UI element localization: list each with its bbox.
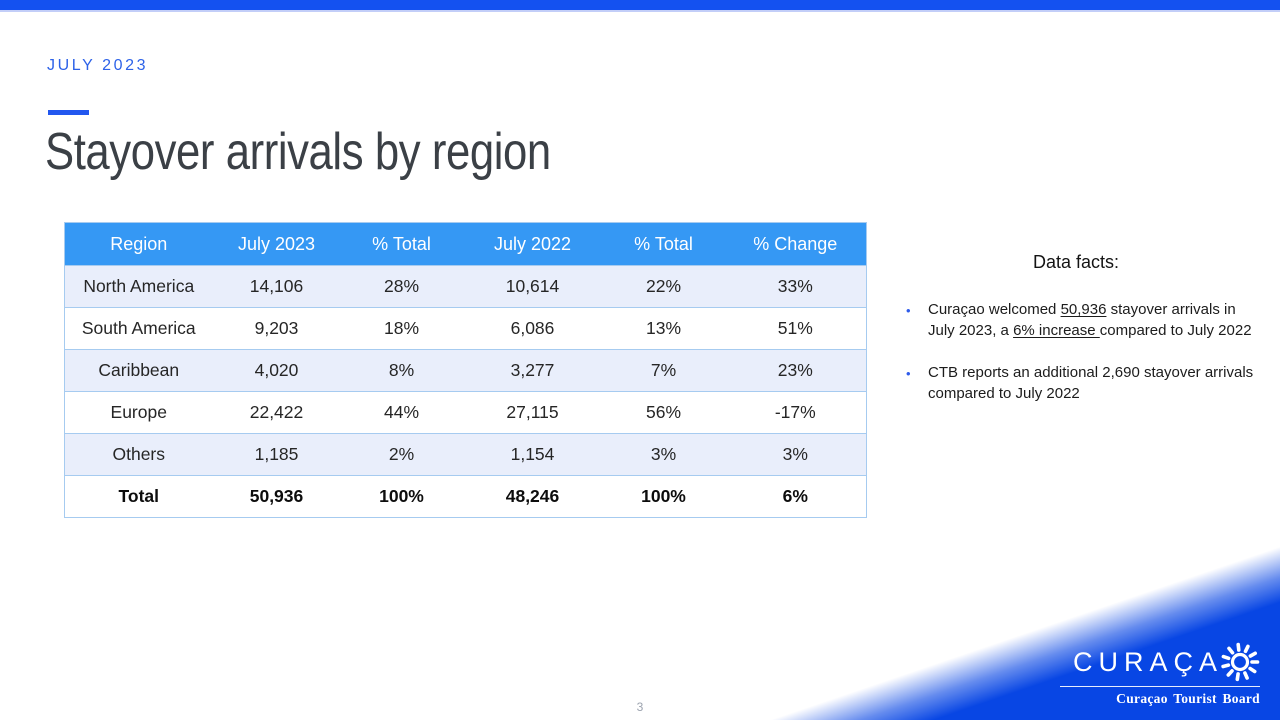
table-cell: 51% — [724, 307, 867, 350]
table-cell: -17% — [724, 391, 867, 434]
table-cell: North America — [64, 265, 213, 308]
table-row-caribbean: Caribbean 4,020 8% 3,277 7% 23% — [64, 349, 867, 392]
table-cell: 3% — [602, 433, 725, 476]
fact-text: CTB reports an additional 2,690 stayover… — [928, 364, 1254, 403]
curacao-tourist-board-logo: CURAÇA Curaçao Tourist B — [1060, 642, 1260, 707]
fact-underlined-value: 50,936 — [1060, 301, 1107, 318]
table-cell: 1,154 — [462, 433, 603, 476]
table-cell: 100% — [340, 475, 463, 518]
table-cell: 13% — [602, 307, 725, 350]
sun-icon — [1221, 642, 1260, 682]
column-header-region: Region — [64, 222, 213, 266]
table-cell: 4,020 — [212, 349, 341, 392]
fact-bullet-1: • Curaçao welcomed 50,936 stayover arriv… — [890, 300, 1262, 341]
top-accent-bar — [0, 0, 1280, 10]
bullet-dot-icon: • — [906, 303, 911, 318]
logo-wordmark: CURAÇA — [1060, 642, 1260, 682]
logo-divider — [1060, 686, 1260, 687]
table-cell: 7% — [602, 349, 725, 392]
logo-subtext: Curaçao Tourist Board — [1116, 691, 1260, 706]
table-row-total: Total 50,936 100% 48,246 100% 6% — [64, 475, 867, 518]
table-cell: 56% — [602, 391, 725, 434]
slide-eyebrow: JULY 2023 — [47, 57, 149, 74]
table-cell: 3% — [724, 433, 867, 476]
table-cell: South America — [64, 307, 213, 350]
fact-underlined-value: 6% increase — [1013, 321, 1100, 339]
column-header-pct-total-2022: % Total — [602, 222, 725, 266]
table-cell: Total — [64, 475, 213, 518]
table-cell: 3,277 — [462, 349, 603, 392]
table-cell: 100% — [602, 475, 725, 518]
table-cell: Others — [64, 433, 213, 476]
top-accent-bar-underline — [0, 10, 1280, 12]
table-cell: 9,203 — [212, 307, 341, 350]
table-header-row: Region July 2023 % Total July 2022 % Tot… — [64, 222, 867, 266]
fact-text-segment: Curaçao welcomed — [928, 301, 1061, 318]
data-facts-title: Data facts: — [1032, 252, 1120, 272]
table-cell: 10,614 — [462, 265, 603, 308]
table-cell: 2% — [340, 433, 463, 476]
table-cell: 28% — [340, 265, 463, 308]
table-row-south-america: South America 9,203 18% 6,086 13% 51% — [64, 307, 867, 350]
table-cell: 22% — [602, 265, 725, 308]
column-header-pct-total-2023: % Total — [340, 222, 463, 266]
column-header-july-2023: July 2023 — [212, 222, 341, 266]
bullet-dot-icon: • — [906, 366, 911, 382]
table-cell: 6% — [724, 475, 867, 518]
table-cell: 14,106 — [212, 265, 341, 308]
data-facts-panel: Data facts: • Curaçao welcomed 50,936 st… — [890, 252, 1262, 405]
fact-text-segment: stayover arrivals in July 2023, a — [928, 301, 1236, 339]
fact-text: Curaçao welcomed 50,936 stayover arrival… — [928, 300, 1258, 341]
page-title: Stayover arrivals by region — [45, 123, 551, 181]
table-cell: 44% — [340, 391, 463, 434]
table-cell: 23% — [724, 349, 867, 392]
logo-wordmark-text: CURAÇA — [1072, 646, 1223, 677]
column-header-july-2022: July 2022 — [462, 222, 603, 266]
table-cell: 1,185 — [212, 433, 341, 476]
fact-bullet-2: • CTB reports an additional 2,690 stayov… — [890, 363, 1262, 404]
table-cell: 48,246 — [462, 475, 603, 518]
table-cell: Europe — [64, 391, 213, 434]
page-number: 3 — [636, 700, 644, 714]
table-cell: 22,422 — [212, 391, 341, 434]
table-cell: 6,086 — [462, 307, 603, 350]
fact-text-segment: compared to July 2022 — [1099, 321, 1252, 339]
table-row-europe: Europe 22,422 44% 27,115 56% -17% — [64, 391, 867, 434]
table-cell: 8% — [340, 349, 463, 392]
table-row-others: Others 1,185 2% 1,154 3% 3% — [64, 433, 867, 476]
table-cell: 50,936 — [212, 475, 341, 518]
table-row-north-america: North America 14,106 28% 10,614 22% 33% — [64, 265, 867, 308]
stayover-arrivals-table: Region July 2023 % Total July 2022 % Tot… — [64, 222, 867, 518]
table-cell: 18% — [340, 307, 463, 350]
table-cell: 27,115 — [462, 391, 603, 434]
table-cell: Caribbean — [64, 349, 213, 392]
title-dash-decoration — [48, 110, 89, 115]
column-header-pct-change: % Change — [724, 222, 867, 266]
table-cell: 33% — [724, 265, 867, 308]
